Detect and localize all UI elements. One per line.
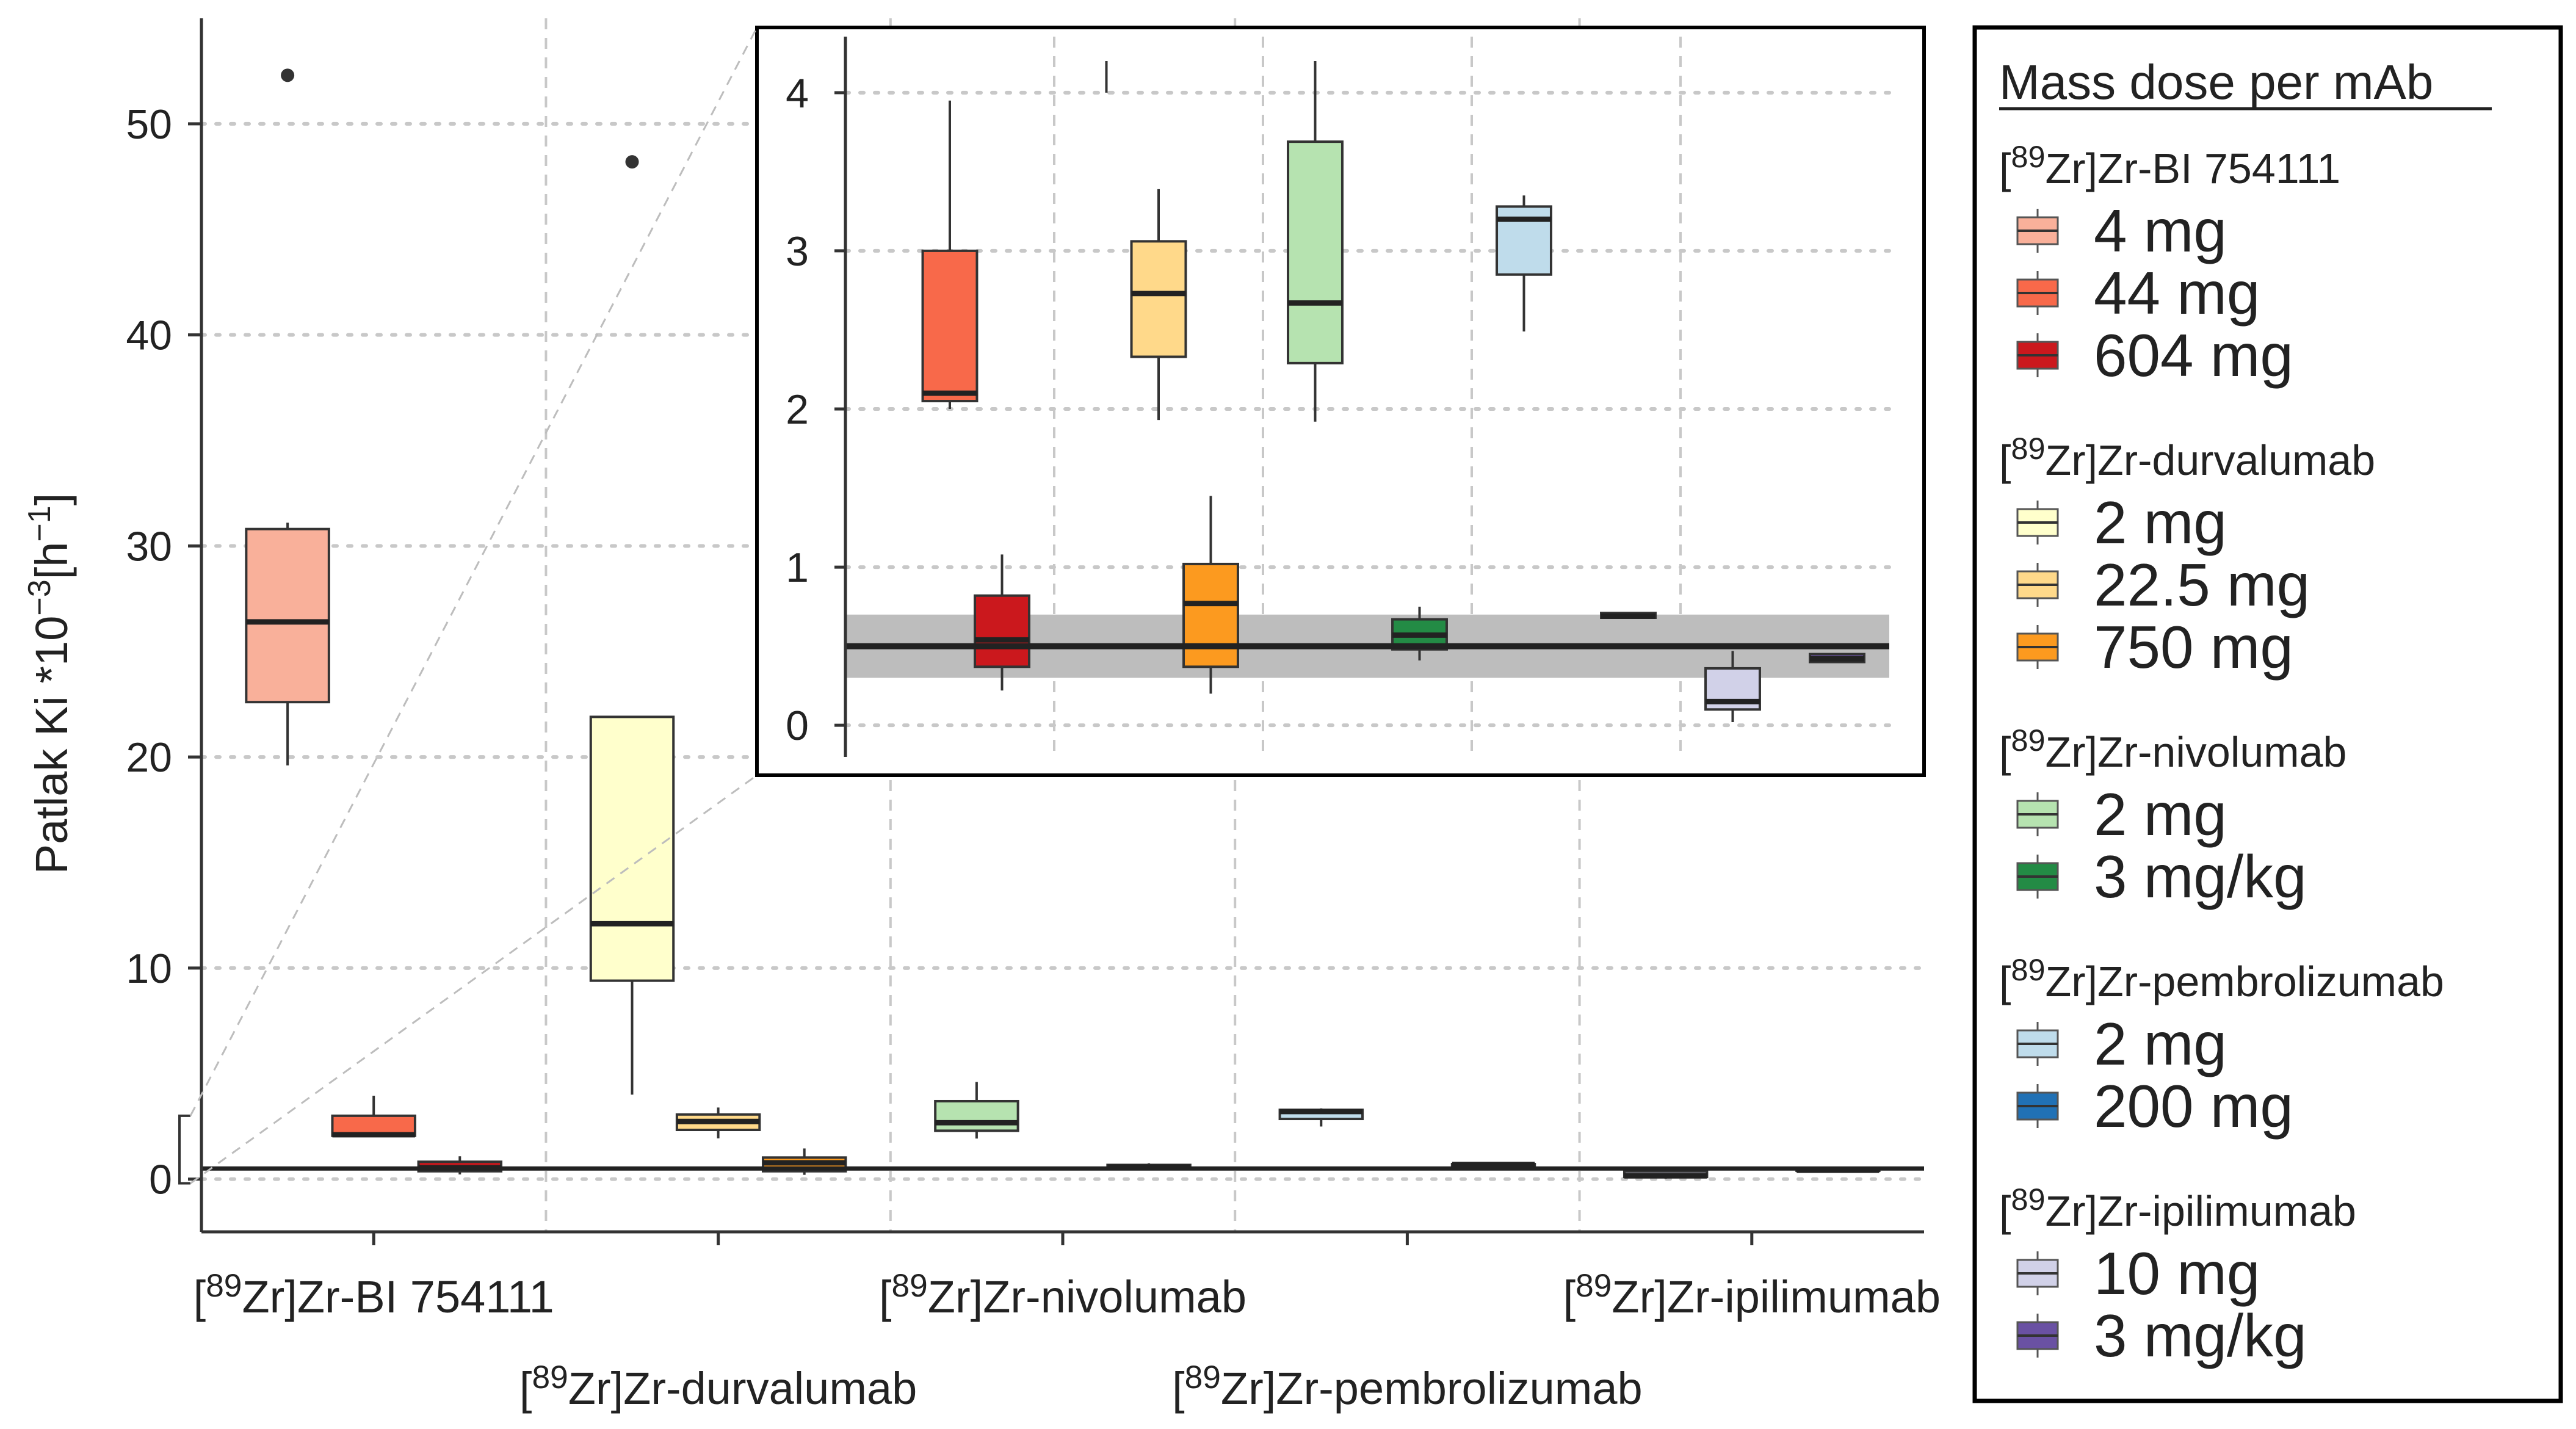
inset-y-tick-label: 3	[786, 228, 809, 275]
inset-box-body	[974, 594, 1030, 668]
main-outlier-point	[281, 68, 295, 82]
inset-box-4-1	[1809, 653, 1865, 664]
inset-y-tick-label: 0	[786, 703, 809, 749]
inset-box-3-0	[1496, 195, 1552, 332]
y-tick-label: 30	[126, 523, 172, 570]
main-box-body	[245, 527, 330, 704]
legend-item-label: 44 mg	[2094, 259, 2260, 327]
y-axis-label-exp1: −3	[22, 579, 57, 615]
legend-item-label: 4 mg	[2094, 197, 2227, 264]
x-category-label: [89Zr]Zr-ipilimumab	[1563, 1268, 1941, 1322]
legend-item-label: 3 mg/kg	[2094, 843, 2307, 910]
inset-y-tick-label: 4	[786, 70, 809, 117]
inset-y-tick-label: 2	[786, 386, 809, 433]
inset-gridlines	[844, 37, 1891, 757]
main-box-1-0	[589, 715, 675, 1095]
legend-group-title: [89Zr]Zr-pembrolizumab	[1999, 952, 2444, 1005]
inset-box-body	[1287, 140, 1344, 364]
zoom-guide-lines	[189, 27, 758, 1184]
inset-box-1-1	[1130, 189, 1187, 421]
legend-group-title: [89Zr]Zr-durvalumab	[1999, 431, 2375, 484]
inset-box-0-2	[974, 554, 1030, 691]
legend-title: Mass dose per mAb	[1999, 55, 2433, 109]
inset-frame	[755, 26, 1926, 777]
main-outlier-point	[625, 155, 639, 169]
main-box-0-1	[331, 1095, 416, 1138]
y-tick-label: 20	[126, 734, 172, 781]
inset-box-3-1	[1600, 612, 1657, 620]
main-box-4-0	[1623, 1169, 1709, 1179]
legend-item-label: 2 mg	[2094, 1010, 2227, 1077]
y-axis-label-bracket: [h	[26, 542, 77, 580]
legend-item-label: 750 mg	[2094, 613, 2293, 681]
y-axis-label-close: ]	[26, 493, 77, 506]
x-category-label: [89Zr]Zr-pembrolizumab	[1172, 1359, 1643, 1414]
main-box-3-1	[1450, 1162, 1536, 1168]
legend-item-label: 604 mg	[2094, 322, 2293, 389]
main-box-0-2	[417, 1156, 503, 1174]
main-box-0-0	[245, 523, 330, 765]
inset-y-tick-label: 1	[786, 544, 809, 591]
y-axis-label-exp2: −1	[22, 505, 57, 541]
inset-box-body	[1182, 562, 1239, 668]
zoom-guide-lower	[190, 774, 758, 1184]
inset-box-body	[1130, 240, 1187, 358]
inset-box-4-0	[1704, 651, 1761, 722]
inset-axes: 0 1 2 3 4	[786, 37, 847, 757]
main-box-2-0	[934, 1082, 1019, 1139]
legend-item-label: 22.5 mg	[2094, 551, 2310, 618]
x-category-label: [89Zr]Zr-nivolumab	[879, 1268, 1246, 1322]
zoom-bracket	[178, 1114, 190, 1185]
zoom-inset: 0 1 2 3 4	[755, 26, 1926, 777]
y-tick-label: 50	[126, 101, 172, 148]
legend-item-label: 10 mg	[2094, 1240, 2260, 1307]
y-tick-label: 0	[149, 1157, 172, 1203]
legend-item-label: 3 mg/kg	[2094, 1302, 2307, 1369]
main-box-1-1	[675, 1107, 761, 1138]
inset-box-1-2	[1182, 496, 1239, 694]
legend-item-label: 200 mg	[2094, 1073, 2293, 1140]
y-axis-label-main: Patlak Ki *10	[26, 616, 77, 875]
main-plot-marks	[201, 68, 1924, 1179]
inset-box-body	[921, 249, 979, 403]
legend-item-label: 2 mg	[2094, 489, 2227, 556]
inset-box-2-0	[1287, 61, 1344, 422]
x-category-label: [89Zr]Zr-durvalumab	[519, 1359, 917, 1414]
inset-plot-marks	[845, 61, 1889, 722]
legend-item-label: 2 mg	[2094, 781, 2227, 848]
y-tick-label: 10	[126, 946, 172, 992]
main-box-3-0	[1278, 1108, 1364, 1127]
y-tick-label: 40	[126, 313, 172, 359]
main-box-body	[589, 715, 675, 982]
y-axis-label: Patlak Ki *10−3[h−1]	[22, 493, 77, 875]
legend-group-title: [89Zr]Zr-ipilimumab	[1999, 1182, 2356, 1235]
x-category-label: [89Zr]Zr-BI 754111	[194, 1268, 554, 1322]
legend-frame	[1972, 25, 2563, 1403]
legend-group-title: [89Zr]Zr-nivolumab	[1999, 723, 2346, 776]
main-box-1-2	[761, 1148, 847, 1175]
inset-box-0-1	[921, 100, 979, 409]
main-box-body	[934, 1099, 1019, 1132]
legend-group-title: [89Zr]Zr-BI 754111	[1999, 139, 2340, 192]
